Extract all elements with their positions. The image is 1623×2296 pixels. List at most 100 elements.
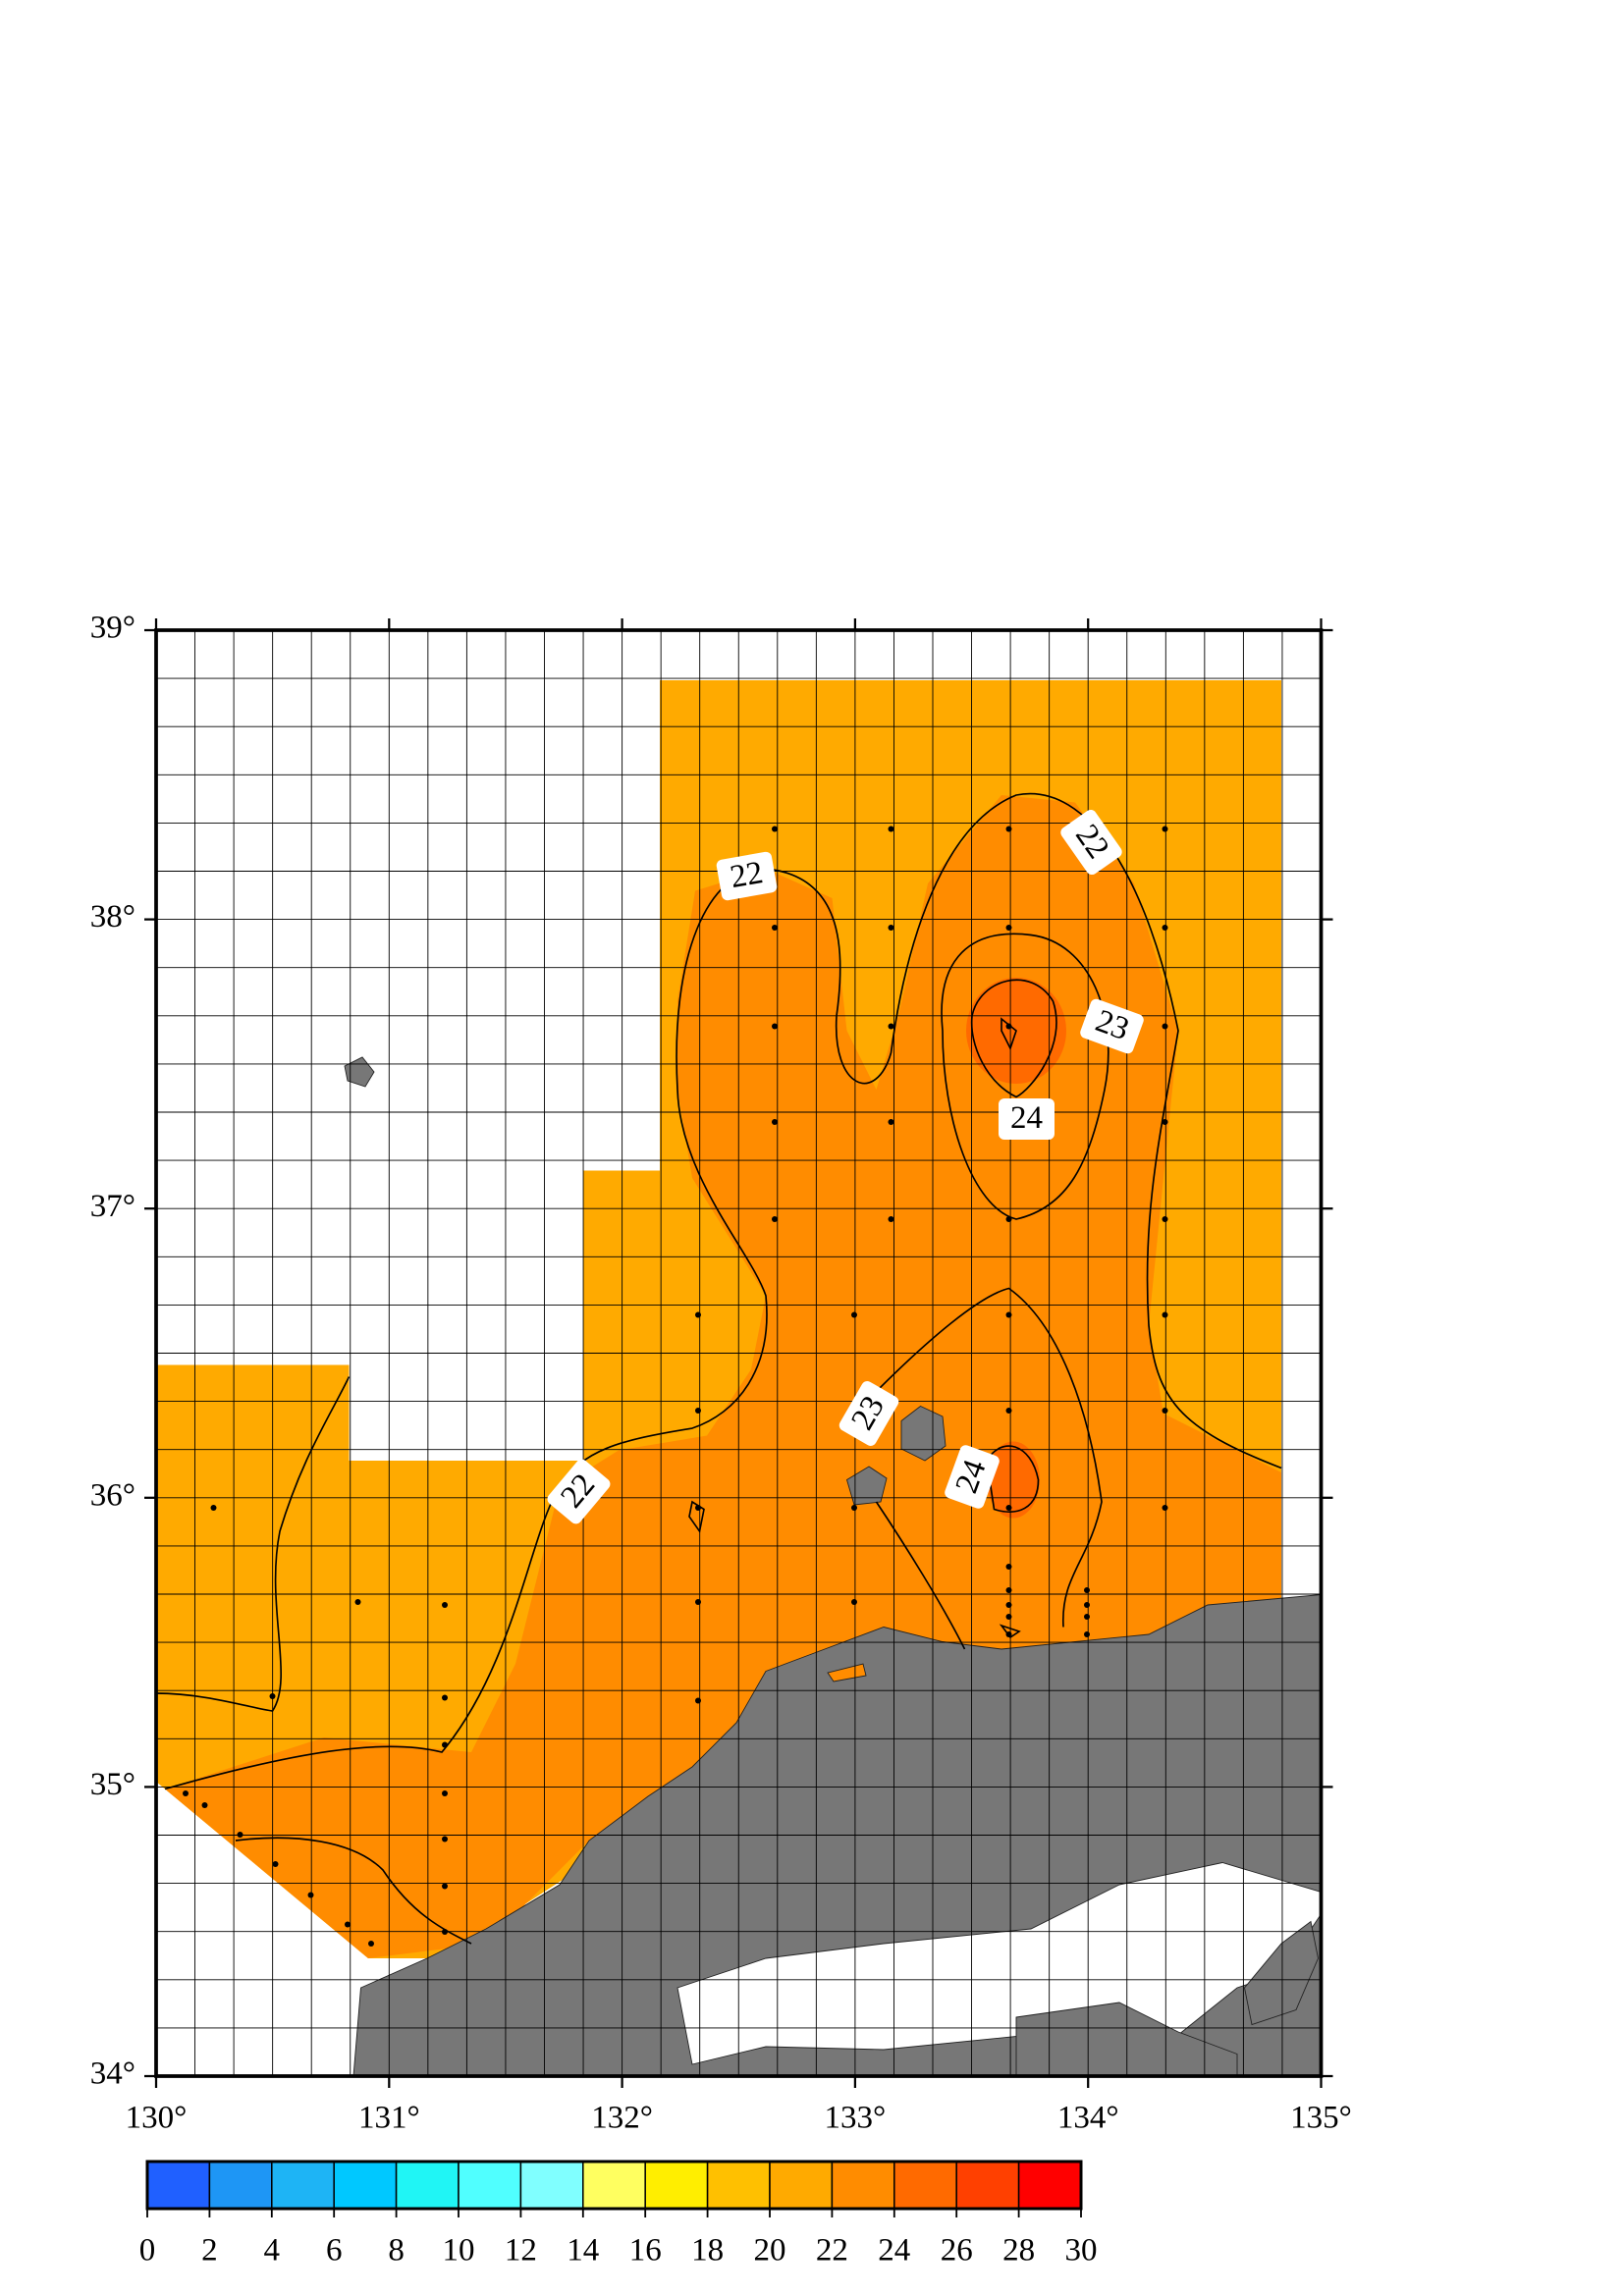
station bbox=[1084, 1602, 1090, 1609]
station bbox=[442, 1741, 448, 1748]
station bbox=[772, 826, 778, 832]
lagoon bbox=[827, 1663, 867, 1682]
colorbar-frame bbox=[145, 2160, 1083, 2211]
colorbar-bin bbox=[146, 2161, 211, 2210]
frame bbox=[154, 628, 1324, 2078]
contour-label: 24 bbox=[945, 1445, 1000, 1509]
x-tick-label: 135° bbox=[1290, 2101, 1352, 2136]
contour-label: 23 bbox=[839, 1381, 899, 1446]
station bbox=[772, 1023, 778, 1030]
x-tick-label: 131° bbox=[358, 2101, 420, 2136]
station bbox=[1162, 925, 1168, 932]
x-tick-label: 133° bbox=[825, 2101, 887, 2136]
oki-island bbox=[900, 1405, 947, 1462]
station bbox=[210, 1505, 217, 1512]
station bbox=[1005, 1602, 1012, 1609]
station bbox=[1005, 826, 1012, 832]
y-tick-label: 37° bbox=[90, 1189, 135, 1224]
station bbox=[1005, 1408, 1012, 1415]
station bbox=[851, 1311, 857, 1318]
station bbox=[1084, 1587, 1090, 1594]
colorbar-tick-label: 20 bbox=[754, 2233, 786, 2269]
label-box bbox=[1080, 998, 1144, 1054]
x-tick-label: 130° bbox=[126, 2101, 188, 2136]
colorbar-bin bbox=[955, 2161, 1020, 2210]
station bbox=[1005, 1614, 1012, 1621]
colorbar-tick-label: 4 bbox=[264, 2233, 281, 2269]
colorbar-tick-label: 22 bbox=[816, 2233, 848, 2269]
station bbox=[1162, 1023, 1168, 1030]
station bbox=[1005, 1023, 1012, 1030]
contour-line bbox=[941, 933, 1109, 1220]
colorbar-tick-label: 30 bbox=[1065, 2233, 1098, 2269]
colorbar-tick-label: 16 bbox=[629, 2233, 662, 2269]
colorbar-bin bbox=[1017, 2161, 1082, 2210]
station bbox=[272, 1861, 279, 1868]
station bbox=[1005, 1631, 1012, 1638]
colorbar-tick-label: 28 bbox=[1002, 2233, 1035, 2269]
label-box bbox=[1060, 809, 1122, 876]
station bbox=[1005, 1564, 1012, 1571]
station bbox=[695, 1311, 701, 1318]
station bbox=[442, 1790, 448, 1797]
station bbox=[695, 1408, 701, 1415]
label-box bbox=[716, 851, 778, 901]
station bbox=[1162, 1408, 1168, 1415]
colorbar-bin bbox=[271, 2161, 335, 2210]
label-box bbox=[839, 1381, 899, 1446]
colorbar-bin bbox=[644, 2161, 709, 2210]
station bbox=[442, 1694, 448, 1701]
station bbox=[442, 1602, 448, 1609]
station bbox=[368, 1941, 374, 1948]
y-tick-label: 39° bbox=[90, 611, 135, 646]
station bbox=[888, 925, 894, 932]
station bbox=[345, 1921, 351, 1928]
colorbar-bin bbox=[769, 2161, 834, 2210]
station bbox=[888, 1023, 894, 1030]
station bbox=[772, 925, 778, 932]
colorbar-tick-label: 24 bbox=[878, 2233, 910, 2269]
colorbar-bin bbox=[893, 2161, 957, 2210]
station bbox=[201, 1802, 208, 1809]
colorbar-tick-label: 8 bbox=[388, 2233, 405, 2269]
station bbox=[1162, 1311, 1168, 1318]
station bbox=[354, 1599, 361, 1606]
station bbox=[695, 1697, 701, 1704]
station bbox=[1005, 925, 1012, 932]
contour-line bbox=[970, 979, 1057, 1098]
contour-label-text: 24 bbox=[1010, 1100, 1043, 1136]
station bbox=[695, 1599, 701, 1606]
y-tick-label: 35° bbox=[90, 1767, 135, 1802]
colorbar-bin bbox=[519, 2161, 584, 2210]
contour-label: 23 bbox=[1080, 998, 1144, 1054]
contour-line bbox=[155, 1376, 351, 1712]
station bbox=[851, 1505, 857, 1512]
colorbar-tick-label: 26 bbox=[941, 2233, 973, 2269]
station bbox=[307, 1892, 314, 1898]
island bbox=[344, 1056, 375, 1088]
colorbar-bin bbox=[582, 2161, 646, 2210]
temperature-fill bbox=[156, 680, 1281, 1959]
station bbox=[888, 1119, 894, 1126]
contour-line bbox=[875, 1501, 966, 1650]
station bbox=[1005, 1216, 1012, 1223]
label-box bbox=[547, 1459, 611, 1524]
colorbar-bin bbox=[458, 2161, 522, 2210]
station bbox=[442, 1883, 448, 1890]
contour-line bbox=[875, 1287, 1103, 1628]
station bbox=[1005, 1311, 1012, 1318]
colorbar-tick-label: 14 bbox=[567, 2233, 599, 2269]
station bbox=[772, 1216, 778, 1223]
axes: 130° 131° 132° 133° 134° 135° 34° 35° 36° 37° 38° 3… bbox=[90, 611, 1352, 2136]
station bbox=[442, 1929, 448, 1936]
station bbox=[888, 1216, 894, 1223]
colorbar-bin bbox=[831, 2161, 895, 2210]
station bbox=[442, 1836, 448, 1842]
contour-label-text: 22 bbox=[728, 855, 766, 895]
colorbar-bin bbox=[208, 2161, 273, 2210]
colorbar-tick-label: 2 bbox=[201, 2233, 218, 2269]
contour-label: 22 bbox=[716, 851, 778, 901]
